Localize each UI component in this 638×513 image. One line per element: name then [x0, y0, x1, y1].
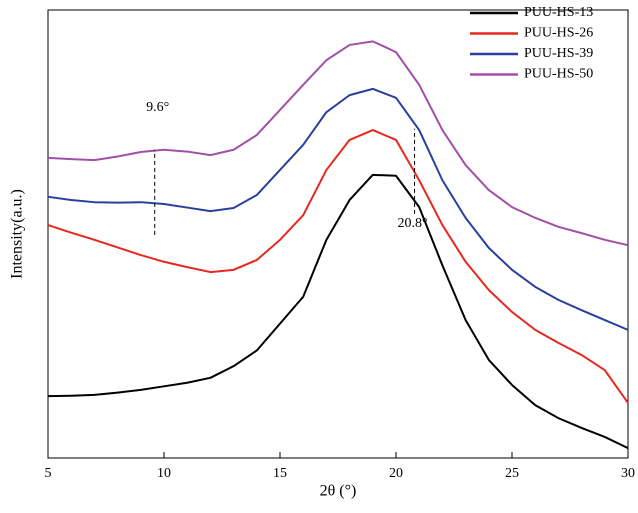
- y-axis-label: Intensity(a.u.): [9, 189, 26, 279]
- series-line: [47, 87, 629, 331]
- legend-label: PUU-HS-39: [524, 46, 593, 61]
- annotation-label: 9.6°: [146, 100, 169, 115]
- legend-label: PUU-HS-13: [524, 5, 593, 20]
- x-tick-label: 10: [157, 466, 171, 481]
- x-axis-label: 2θ (°): [320, 483, 357, 500]
- x-tick-label: 30: [621, 466, 635, 481]
- plot-frame: [47, 9, 629, 459]
- x-tick-label: 5: [45, 466, 52, 481]
- annotation-label: 20.8°: [398, 216, 428, 231]
- legend-label: PUU-HS-50: [524, 67, 593, 82]
- x-tick-label: 25: [505, 466, 519, 481]
- x-tick-label: 20: [389, 466, 403, 481]
- series-line: [47, 40, 629, 247]
- x-tick-label: 15: [273, 466, 287, 481]
- legend-label: PUU-HS-26: [524, 26, 593, 41]
- series-line: [47, 129, 629, 404]
- series-line: [47, 173, 629, 450]
